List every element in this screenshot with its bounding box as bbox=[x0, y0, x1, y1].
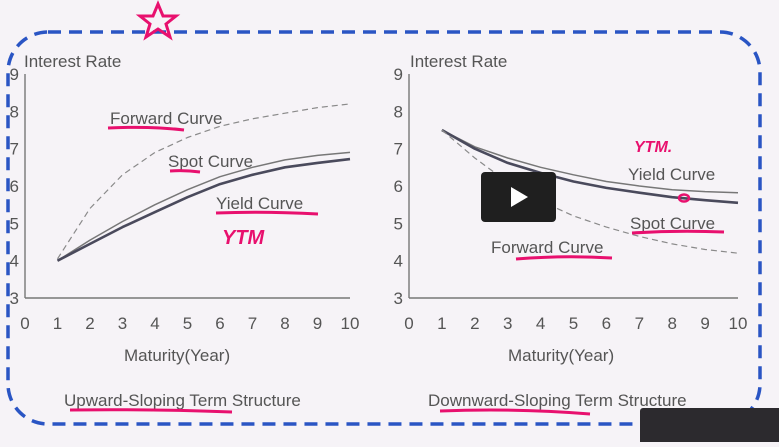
x-tick-label: 8 bbox=[667, 314, 676, 333]
series-yield-curve bbox=[56, 157, 351, 262]
series-yield-curve bbox=[441, 129, 739, 194]
y-tick-label: 8 bbox=[10, 102, 19, 121]
x-tick-label: 3 bbox=[503, 314, 512, 333]
x-tick-label: 7 bbox=[248, 314, 257, 333]
chart-panel-upward: Interest Rate 3 4 5 6 7 8 9 0 1 2 3 4 5 6 7 8 9 10 Matur… bbox=[10, 52, 359, 414]
chart-title: Upward-Sloping Term Structure bbox=[64, 391, 301, 410]
y-tick-label: 3 bbox=[394, 289, 403, 308]
x-tick-label: 2 bbox=[470, 314, 479, 333]
legend-forward-curve: Forward Curve bbox=[110, 109, 222, 128]
y-tick-label: 5 bbox=[10, 214, 19, 233]
underline-title bbox=[439, 408, 591, 416]
x-tick-label: 1 bbox=[53, 314, 62, 333]
chart-panel-downward: Interest Rate 3 4 5 6 7 8 9 0 1 2 3 4 5 6 7 8 9 10 Matur… bbox=[394, 52, 747, 416]
x-tick-labels: 0 1 2 3 4 5 6 7 8 9 10 bbox=[404, 314, 747, 333]
y-tick-labels: 3 4 5 6 7 8 9 bbox=[394, 65, 403, 308]
y-tick-label: 8 bbox=[394, 102, 403, 121]
chart-title: Downward-Sloping Term Structure bbox=[428, 391, 687, 410]
underline-title bbox=[69, 408, 233, 414]
x-tick-label: 9 bbox=[313, 314, 322, 333]
series-forward-curve bbox=[56, 103, 351, 260]
underline-forward bbox=[515, 255, 613, 261]
series-forward-curve bbox=[441, 129, 739, 254]
y-tick-label: 5 bbox=[394, 214, 403, 233]
y-tick-label: 4 bbox=[394, 252, 403, 271]
x-tick-label: 0 bbox=[20, 314, 29, 333]
x-axis-label: Maturity(Year) bbox=[508, 346, 614, 365]
y-tick-label: 6 bbox=[394, 177, 403, 196]
underline-yield bbox=[215, 210, 319, 216]
underline-spot bbox=[631, 229, 725, 235]
video-play-button[interactable] bbox=[481, 172, 556, 222]
legend-yield-curve: Yield Curve bbox=[628, 165, 715, 184]
legend-spot-curve: Spot Curve bbox=[168, 152, 253, 171]
series-lines bbox=[56, 103, 351, 262]
x-tick-label: 4 bbox=[150, 314, 159, 333]
x-tick-label: 6 bbox=[215, 314, 224, 333]
ytm-annotation: YTM bbox=[222, 227, 266, 249]
x-tick-label: 1 bbox=[437, 314, 446, 333]
y-tick-label: 6 bbox=[10, 177, 19, 196]
x-tick-label: 4 bbox=[536, 314, 545, 333]
x-tick-label: 8 bbox=[280, 314, 289, 333]
x-tick-label: 3 bbox=[118, 314, 127, 333]
x-tick-label: 2 bbox=[85, 314, 94, 333]
x-tick-label: 9 bbox=[700, 314, 709, 333]
video-control-corner bbox=[640, 408, 779, 442]
y-axis-label: Interest Rate bbox=[24, 52, 121, 71]
y-tick-label: 3 bbox=[10, 289, 19, 308]
y-tick-labels: 3 4 5 6 7 8 9 bbox=[10, 65, 19, 308]
dashed-frame bbox=[6, 30, 762, 426]
x-tick-label: 5 bbox=[569, 314, 578, 333]
x-axis-label: Maturity(Year) bbox=[124, 346, 230, 365]
y-tick-label: 9 bbox=[394, 65, 403, 84]
y-tick-label: 7 bbox=[10, 140, 19, 159]
y-tick-label: 7 bbox=[394, 140, 403, 159]
legend-forward-curve: Forward Curve bbox=[491, 238, 603, 257]
underline-spot bbox=[169, 169, 201, 174]
legend-spot-curve: Spot Curve bbox=[630, 214, 715, 233]
x-tick-label: 0 bbox=[404, 314, 413, 333]
underline-forward bbox=[107, 125, 185, 132]
x-tick-label: 6 bbox=[602, 314, 611, 333]
x-tick-label: 10 bbox=[729, 314, 748, 333]
x-tick-label: 5 bbox=[183, 314, 192, 333]
y-axis-label: Interest Rate bbox=[410, 52, 507, 71]
ytm-annotation: YTM. bbox=[634, 139, 672, 156]
circle-mark bbox=[677, 193, 691, 203]
x-tick-label: 10 bbox=[341, 314, 360, 333]
x-tick-labels: 0 1 2 3 4 5 6 7 8 9 10 bbox=[20, 314, 359, 333]
x-tick-label: 7 bbox=[635, 314, 644, 333]
legend-yield-curve: Yield Curve bbox=[216, 194, 303, 213]
y-tick-label: 4 bbox=[10, 252, 19, 271]
y-tick-label: 9 bbox=[10, 65, 19, 84]
series-spot-curve bbox=[57, 151, 351, 262]
star-marker bbox=[135, 0, 181, 41]
